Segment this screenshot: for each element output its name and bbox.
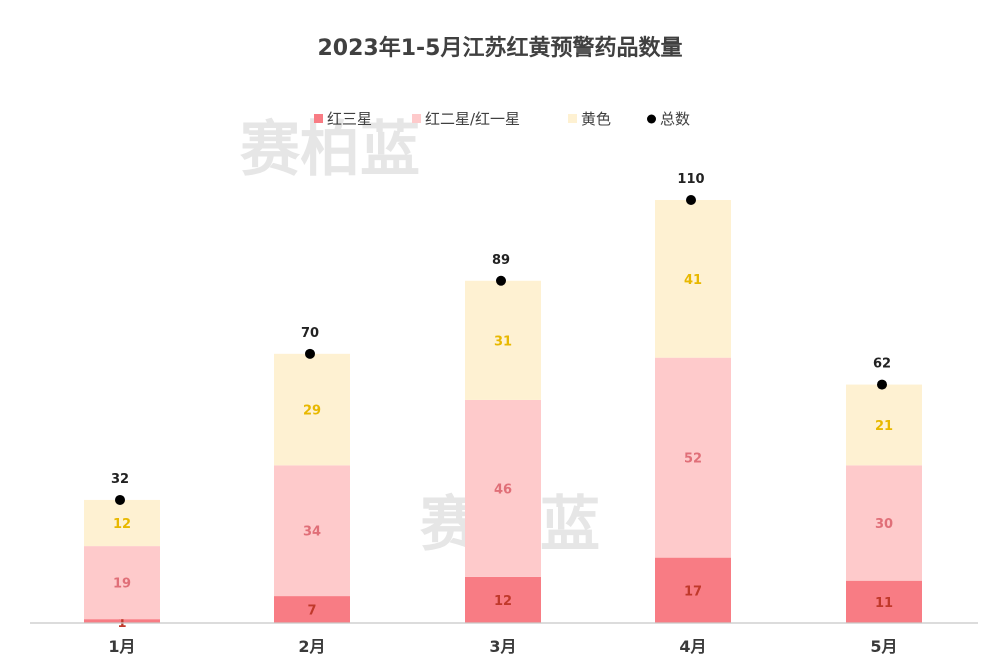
bar-segment-1-1 bbox=[274, 465, 350, 597]
bar-label-1-1: 34 bbox=[303, 525, 321, 540]
bar-segment-3-2 bbox=[655, 200, 731, 358]
legend-label-1: 红二星/红一星 bbox=[425, 110, 520, 128]
total-label-1: 70 bbox=[301, 326, 319, 341]
bar-label-3-1: 52 bbox=[684, 452, 702, 467]
total-marker-0 bbox=[115, 494, 125, 505]
x-tick-label-3: 4月 bbox=[679, 637, 706, 656]
legend-swatch-0 bbox=[314, 114, 323, 123]
bar-label-0-2: 12 bbox=[113, 517, 131, 532]
bar-segment-0-0 bbox=[84, 619, 160, 623]
bar-label-3-2: 41 bbox=[684, 273, 702, 288]
x-tick-label-1: 2月 bbox=[298, 637, 325, 656]
chart-title: 2023年1-5月江苏红黄预警药品数量 bbox=[318, 35, 683, 61]
legend-label-3: 总数 bbox=[660, 110, 690, 128]
bar-label-0-1: 19 bbox=[113, 577, 131, 592]
bar-segment-3-0 bbox=[655, 557, 731, 623]
total-label-3: 110 bbox=[677, 172, 704, 187]
bar-label-2-2: 31 bbox=[494, 334, 512, 349]
legend-label-2: 黄色 bbox=[581, 110, 611, 128]
legend: 红三星 红二星/红一星 黄色 总数 bbox=[314, 110, 690, 128]
x-tick-label-0: 1月 bbox=[108, 637, 135, 656]
bar-label-4-1: 30 bbox=[875, 517, 893, 532]
legend-label-0: 红三星 bbox=[327, 110, 372, 128]
total-marker-2 bbox=[496, 275, 506, 286]
bar-segment-0-2 bbox=[84, 499, 160, 547]
legend-swatch-1 bbox=[412, 114, 421, 123]
bar-segment-2-0 bbox=[465, 576, 541, 623]
bar-label-1-2: 29 bbox=[303, 404, 321, 419]
bar-segment-4-2 bbox=[846, 384, 922, 466]
bar-segment-1-0 bbox=[274, 596, 350, 623]
legend-swatch-2 bbox=[568, 114, 577, 123]
bar-segment-4-0 bbox=[846, 580, 922, 623]
bar-label-3-0: 17 bbox=[684, 584, 702, 599]
total-marker-4 bbox=[877, 379, 887, 390]
bar-label-2-0: 12 bbox=[494, 594, 512, 609]
bar-segment-1-2 bbox=[274, 353, 350, 466]
bar-segment-0-1 bbox=[84, 546, 160, 620]
total-label-0: 32 bbox=[111, 472, 129, 487]
total-marker-3 bbox=[686, 195, 696, 205]
bar-label-4-2: 21 bbox=[875, 419, 893, 434]
x-axis-ticks: 1月 2月 3月 4月 5月 bbox=[108, 637, 897, 656]
legend-marker-total bbox=[647, 114, 656, 124]
bar-segment-4-1 bbox=[846, 465, 922, 581]
bar-segment-2-1 bbox=[465, 399, 541, 577]
x-tick-label-4: 5月 bbox=[870, 637, 897, 656]
bar-label-1-0: 7 bbox=[307, 604, 316, 619]
watermark-top: 赛柏蓝 bbox=[240, 115, 420, 185]
bar-segment-3-1 bbox=[655, 357, 731, 558]
bar-label-2-1: 46 bbox=[494, 482, 512, 497]
total-label-2: 89 bbox=[492, 253, 510, 268]
bar-label-4-0: 11 bbox=[875, 596, 893, 611]
total-label-4: 62 bbox=[873, 357, 891, 372]
total-marker-1 bbox=[305, 348, 315, 359]
bar-segment-2-2 bbox=[465, 280, 541, 400]
x-tick-label-2: 3月 bbox=[489, 637, 516, 656]
